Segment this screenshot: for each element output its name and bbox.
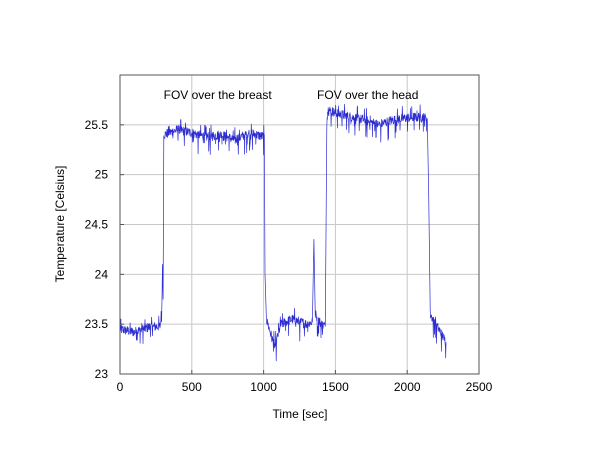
x-tick-label: 1500 [322,380,349,394]
y-tick-label: 25 [95,168,109,182]
y-tick-label: 23 [95,367,109,381]
y-tick-label: 25.5 [85,118,109,132]
x-tick-label: 500 [182,380,202,394]
annotation-breast: FOV over the breast [164,88,273,102]
data-series [119,103,447,362]
y-axis-label: Temperature [Celsius] [53,166,67,283]
y-tick-label: 24 [95,267,109,281]
annotation-head: FOV over the head [317,88,418,102]
y-axis-ticks: 23 23.5 24 24.5 25 25.5 [85,118,124,381]
x-tick-label: 1000 [250,380,277,394]
y-tick-label: 23.5 [85,317,109,331]
x-axis-ticks: 0 500 1000 1500 2000 2500 [117,370,493,394]
x-axis-label: Time [sec] [273,407,328,421]
x-tick-label: 0 [117,380,124,394]
temperature-line [119,103,447,362]
x-tick-label: 2000 [394,380,421,394]
x-tick-label: 2500 [466,380,493,394]
y-tick-label: 24.5 [85,218,109,232]
